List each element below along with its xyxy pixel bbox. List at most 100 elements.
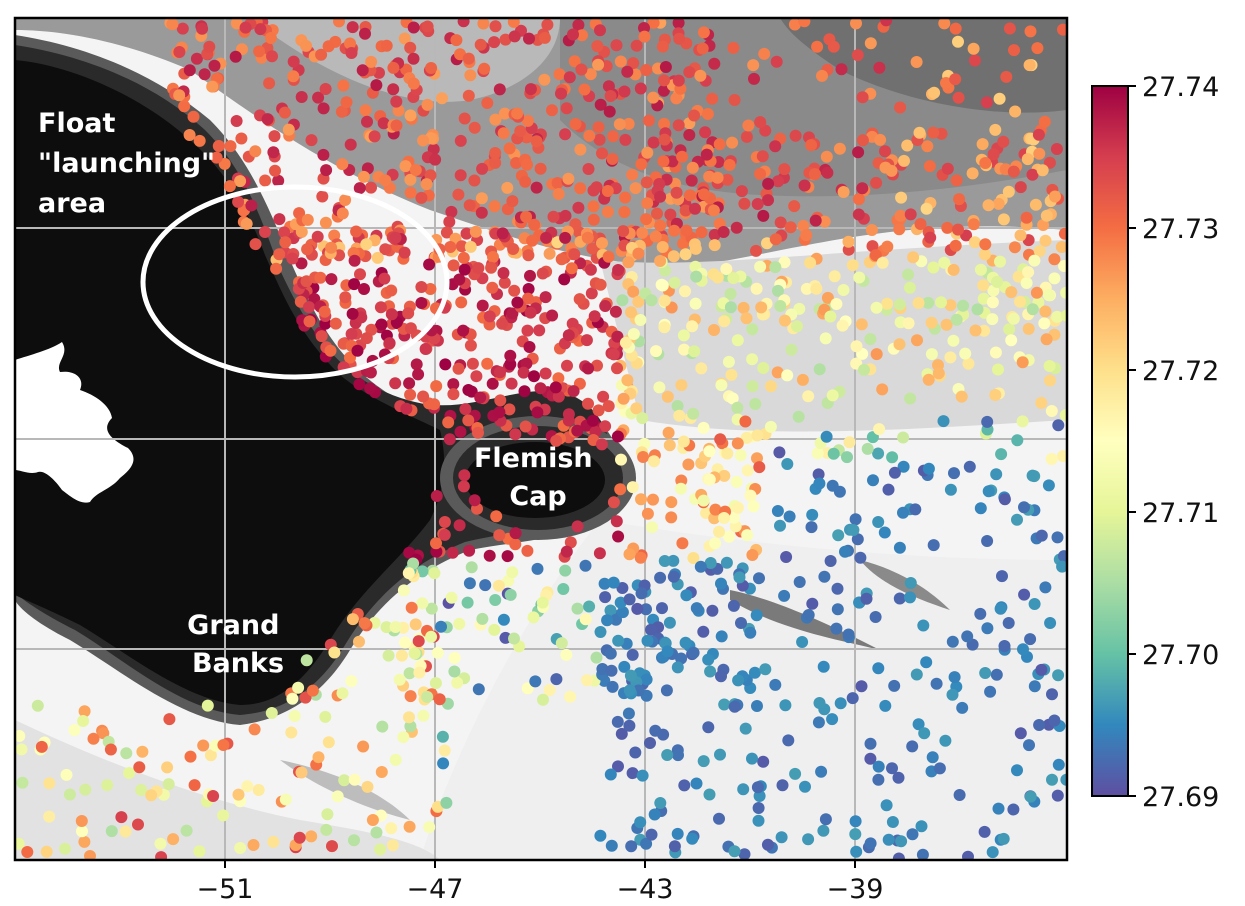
float-point	[605, 664, 618, 677]
float-point	[247, 839, 260, 851]
float-point	[443, 215, 456, 228]
float-point	[183, 64, 196, 77]
float-point	[992, 197, 1005, 210]
float-point	[390, 95, 403, 108]
float-point	[504, 358, 517, 371]
float-point	[581, 674, 593, 687]
float-point	[353, 635, 365, 648]
float-point	[1018, 501, 1030, 514]
float-point	[870, 301, 883, 314]
float-point	[445, 591, 458, 604]
float-point	[912, 297, 925, 309]
float-point	[438, 744, 451, 757]
float-point	[922, 373, 935, 386]
float-point	[481, 357, 494, 370]
float-point	[631, 602, 644, 615]
float-point	[723, 530, 736, 543]
float-point	[479, 579, 492, 592]
float-point	[754, 116, 767, 129]
float-point	[645, 294, 658, 307]
float-point	[353, 378, 366, 391]
float-point	[818, 215, 831, 228]
float-point	[727, 41, 740, 54]
float-point	[1032, 128, 1045, 141]
label-flemish-line-2: Cap	[509, 481, 566, 512]
float-point	[353, 182, 366, 195]
float-point	[797, 219, 810, 232]
float-point	[337, 79, 350, 92]
float-point	[546, 309, 559, 322]
float-point	[783, 510, 796, 523]
float-point	[448, 651, 461, 664]
float-point	[946, 635, 959, 648]
float-point	[832, 529, 845, 542]
float-point	[722, 355, 735, 368]
float-point	[1011, 764, 1023, 777]
float-point	[499, 631, 512, 644]
float-point	[229, 50, 242, 63]
float-point	[300, 654, 313, 667]
float-point	[828, 270, 841, 283]
float-point	[465, 561, 478, 574]
float-point	[431, 646, 444, 659]
float-point	[455, 240, 468, 253]
float-point	[437, 757, 450, 770]
float-point	[657, 155, 670, 168]
float-point	[530, 135, 543, 148]
float-point	[709, 503, 722, 516]
float-point	[590, 651, 603, 664]
float-point	[799, 780, 811, 793]
float-point	[78, 835, 91, 848]
float-point	[831, 603, 844, 616]
float-point	[813, 363, 826, 376]
float-point	[672, 18, 685, 29]
colorbar-gradient	[1091, 85, 1129, 797]
float-point	[1002, 617, 1015, 629]
float-point	[806, 597, 819, 610]
float-point	[744, 489, 757, 502]
float-point	[618, 660, 631, 673]
float-point	[459, 403, 472, 416]
float-point	[136, 745, 149, 758]
float-point	[549, 381, 562, 394]
float-point	[567, 28, 579, 41]
float-point	[774, 300, 787, 312]
float-point	[1011, 513, 1023, 526]
float-point	[867, 474, 879, 487]
float-point	[447, 378, 460, 391]
float-point	[404, 690, 417, 703]
float-point	[978, 248, 991, 261]
float-point	[670, 92, 683, 105]
float-point	[166, 18, 179, 31]
float-point	[552, 188, 565, 200]
float-point	[667, 250, 680, 263]
float-point	[494, 366, 506, 379]
float-point	[765, 380, 777, 393]
float-point	[699, 126, 712, 139]
float-point	[335, 105, 348, 118]
float-point	[582, 163, 595, 175]
float-point	[780, 551, 793, 563]
float-point	[508, 632, 520, 645]
float-point	[604, 647, 617, 660]
float-point	[404, 322, 417, 335]
float-point	[830, 622, 843, 635]
float-point	[668, 840, 681, 853]
float-point	[856, 182, 869, 195]
float-point	[303, 301, 315, 314]
float-point	[503, 403, 516, 416]
float-point	[173, 89, 186, 102]
float-point	[321, 808, 334, 821]
float-point	[881, 297, 894, 310]
float-point	[43, 810, 56, 823]
float-point	[564, 690, 577, 703]
launching-area-ellipse	[140, 184, 450, 380]
float-point	[769, 261, 782, 274]
float-point	[1023, 739, 1035, 752]
float-point	[904, 208, 917, 221]
float-point	[817, 824, 830, 837]
float-point	[155, 851, 168, 860]
float-point	[618, 85, 631, 98]
float-point	[580, 334, 593, 347]
float-point	[356, 64, 369, 77]
